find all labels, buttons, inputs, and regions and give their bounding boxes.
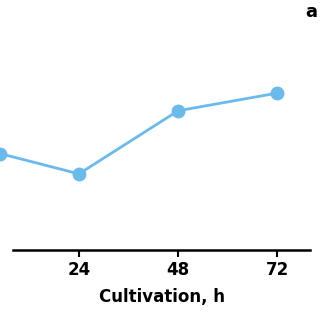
X-axis label: Cultivation, h: Cultivation, h <box>99 288 225 306</box>
Text: a: a <box>305 3 317 21</box>
